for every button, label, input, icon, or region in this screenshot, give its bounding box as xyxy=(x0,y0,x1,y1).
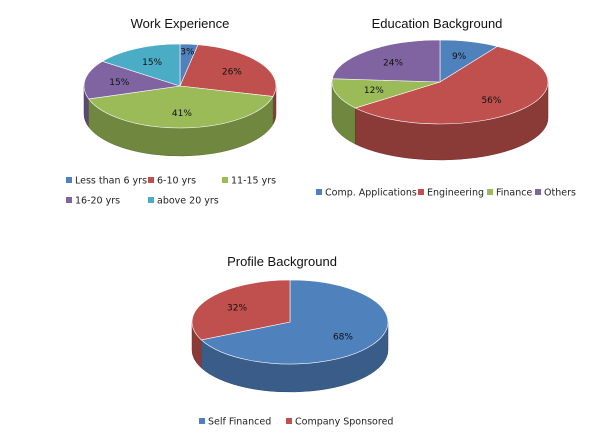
education-background-legend: Comp. Applications Engineering Finance Othe… xyxy=(316,188,576,199)
legend-label-finance: Finance xyxy=(496,188,532,199)
profile-background-title: Profile Background xyxy=(227,254,337,269)
slice-16-20-yrs xyxy=(83,60,181,100)
education-background-chart: Education Background 9% 56% 12% 24% Comp. App… xyxy=(316,16,576,199)
legend-swatch-others xyxy=(535,189,541,195)
legend-label-11-15-yrs: 11-15 yrs xyxy=(231,176,276,187)
legend-swatch-above-20-yrs xyxy=(148,197,154,203)
profile-background-slices xyxy=(191,279,389,365)
data-label-16-20-yrs: 15% xyxy=(109,78,129,88)
legend-label-above-20-yrs: above 20 yrs xyxy=(157,196,219,207)
work-experience-title: Work Experience xyxy=(131,16,230,31)
legend-swatch-comp-applications xyxy=(316,189,322,195)
legend-swatch-company-sponsored xyxy=(286,418,292,424)
legend-label-16-20-yrs: 16-20 yrs xyxy=(75,196,120,207)
legend-label-self-financed: Self Financed xyxy=(208,417,271,428)
profile-background-chart: Profile Background 68% 32% Self Financed Com… xyxy=(191,254,393,428)
work-experience-slices xyxy=(83,43,277,129)
legend-swatch-engineering xyxy=(418,189,424,195)
legend-label-6-10-yrs: 6-10 yrs xyxy=(157,176,196,187)
legend-label-less-than-6-yrs: Less than 6 yrs xyxy=(75,176,147,187)
legend-label-comp-applications: Comp. Applications xyxy=(325,188,417,199)
data-label-self-financed: 68% xyxy=(333,332,353,342)
legend-label-others: Others xyxy=(544,188,576,199)
data-label-11-15-yrs: 41% xyxy=(172,109,192,119)
data-label-above-20-yrs: 15% xyxy=(142,58,162,68)
data-label-less-than-6-yrs: 3% xyxy=(180,48,195,58)
slice-engineering xyxy=(354,46,549,125)
slice-above-20-yrs xyxy=(101,43,181,87)
legend-swatch-16-20-yrs xyxy=(66,197,72,203)
data-label-6-10-yrs: 26% xyxy=(222,68,242,78)
data-label-company-sponsored: 32% xyxy=(227,304,247,314)
slice-6-10-yrs xyxy=(179,44,277,97)
data-label-others: 24% xyxy=(383,58,403,68)
education-background-title: Education Background xyxy=(372,16,503,31)
data-label-comp-applications: 9% xyxy=(452,52,467,62)
legend-label-company-sponsored: Company Sponsored xyxy=(295,417,393,428)
legend-swatch-6-10-yrs xyxy=(148,177,154,183)
legend-swatch-self-financed xyxy=(199,418,205,424)
legend-label-engineering: Engineering xyxy=(427,188,484,199)
legend-swatch-11-15-yrs xyxy=(222,177,228,183)
slice-company-sponsored xyxy=(191,279,291,341)
slice-finance xyxy=(331,78,441,109)
education-background-slices xyxy=(331,39,549,125)
slice-11-15-yrs xyxy=(88,85,274,129)
data-label-finance: 12% xyxy=(364,86,384,96)
profile-background-legend: Self Financed Company Sponsored xyxy=(199,417,393,428)
work-experience-legend: Less than 6 yrs 6-10 yrs 11-15 yrs 16-20 yr… xyxy=(66,176,276,207)
data-label-engineering: 56% xyxy=(481,96,501,106)
legend-swatch-less-than-6-yrs xyxy=(66,177,72,183)
slice-self-financed xyxy=(200,279,389,365)
slice-others xyxy=(331,39,441,83)
work-experience-chart: Work Experience 3% 26% 41% 15% 15% Less than 6… xyxy=(66,16,277,207)
legend-swatch-finance xyxy=(487,189,493,195)
